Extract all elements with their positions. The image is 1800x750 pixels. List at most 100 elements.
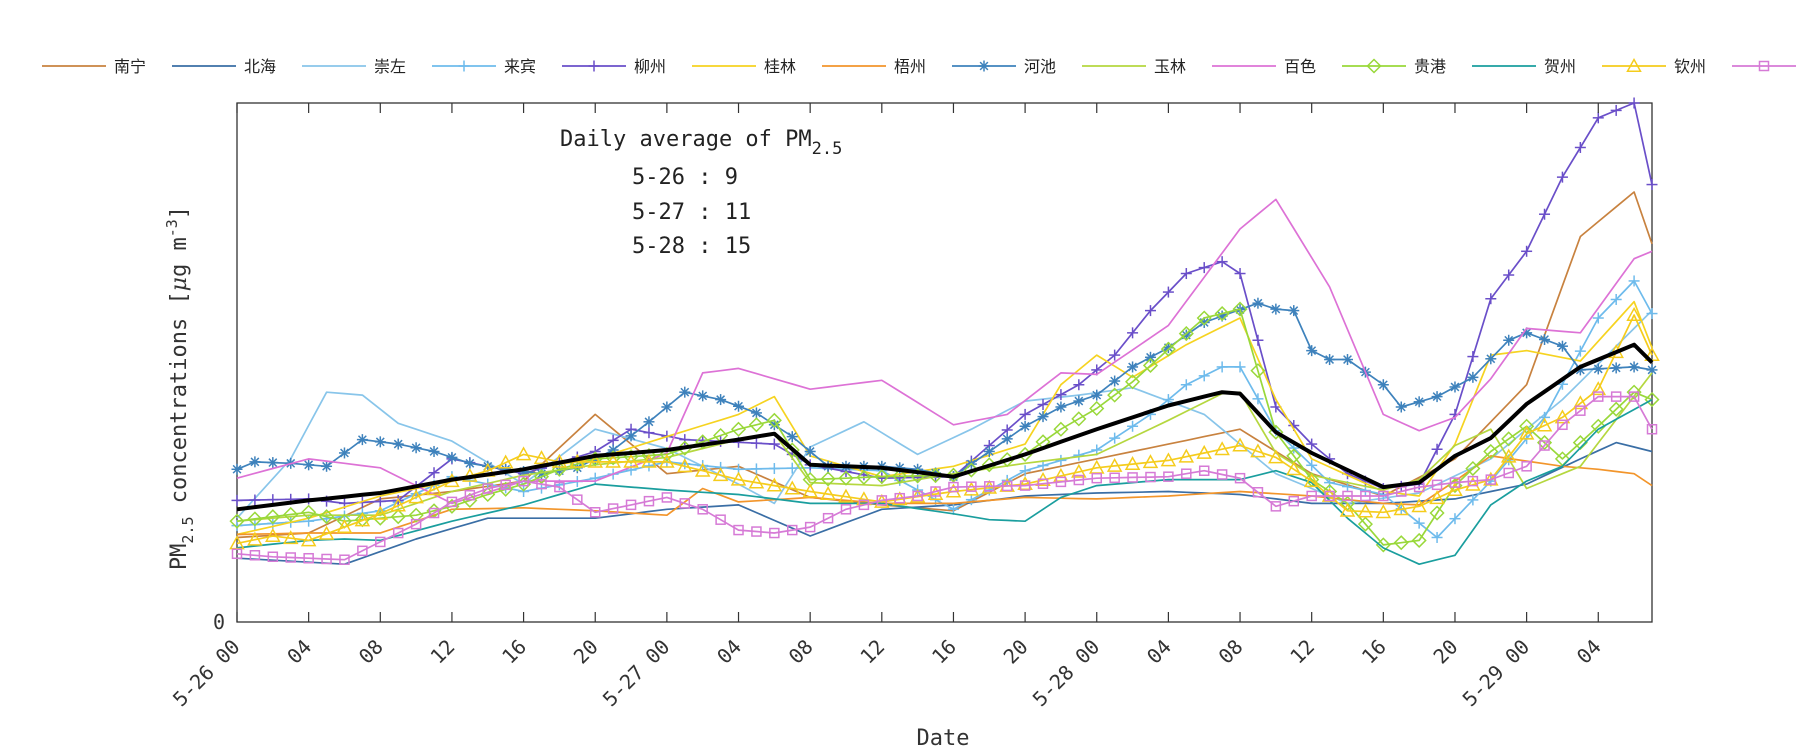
- x-tick-label: 04: [282, 635, 316, 669]
- data-point: [1181, 468, 1192, 479]
- data-point: [1431, 531, 1443, 543]
- data-point: [1250, 443, 1266, 458]
- data-point: [1162, 286, 1174, 298]
- data-point: [1145, 471, 1156, 483]
- data-point: [374, 436, 386, 448]
- data-point: [607, 434, 619, 446]
- legend-label: 南宁: [114, 57, 146, 76]
- legend-item: 玉林: [1082, 57, 1186, 76]
- data-point: [715, 394, 727, 406]
- series-贵港: [229, 301, 1660, 553]
- legend-item: 南宁: [42, 57, 146, 76]
- data-point: [1447, 481, 1463, 496]
- data-point: [1127, 327, 1139, 339]
- data-point: [1071, 463, 1087, 478]
- x-tick-label: 5-29 00: [1458, 635, 1535, 712]
- data-point: [1590, 418, 1606, 434]
- data-point: [1127, 472, 1138, 483]
- data-point: [963, 481, 980, 496]
- data-point: [1465, 460, 1481, 477]
- data-point: [267, 551, 279, 563]
- data-point: [1198, 465, 1210, 476]
- data-point: [1178, 448, 1195, 463]
- legend-label: 崇左: [374, 57, 406, 76]
- annotation-title: Daily average of PM2.5: [560, 127, 842, 159]
- data-point: [482, 483, 494, 494]
- x-tick-label: 5-28 00: [1028, 635, 1105, 712]
- data-point: [1196, 444, 1212, 459]
- series-防城港: [231, 391, 1658, 565]
- data-point: [1556, 171, 1568, 183]
- data-point: [1500, 448, 1517, 463]
- data-point: [1503, 467, 1514, 479]
- data-point: [1252, 334, 1264, 346]
- data-point: [231, 548, 243, 560]
- daily-average-annotation: Daily average of PM2.5 5-26 : 9 5-27 : 1…: [560, 127, 842, 259]
- data-point: [1160, 452, 1177, 467]
- data-point: [1357, 516, 1373, 532]
- legend-item: 来宾: [432, 57, 536, 76]
- data-point: [1160, 341, 1176, 357]
- data-point: [1127, 420, 1139, 432]
- series-average: [236, 342, 1654, 512]
- data-point: [1037, 478, 1049, 489]
- data-point: [1285, 461, 1302, 476]
- data-point: [874, 469, 890, 485]
- data-point: [231, 520, 243, 532]
- data-point: [1109, 472, 1120, 484]
- data-point: [1234, 268, 1246, 280]
- legend-item: 贵港: [1342, 57, 1446, 76]
- data-point: [408, 489, 424, 504]
- data-point: [1431, 391, 1443, 403]
- data-point: [1628, 275, 1640, 287]
- data-point: [321, 460, 333, 472]
- data-point: [930, 486, 941, 497]
- x-tick-label: 16: [1357, 635, 1391, 669]
- legend-label: 贵港: [1414, 57, 1446, 76]
- data-point: [712, 467, 729, 482]
- legend-label: 百色: [1284, 57, 1316, 76]
- plot-border: [236, 102, 1653, 623]
- x-tick-label: 12: [855, 635, 889, 669]
- data-point: [768, 438, 780, 450]
- data-point: [1467, 351, 1479, 363]
- data-point: [1180, 268, 1192, 280]
- data-point: [500, 479, 511, 491]
- data-point: [1019, 420, 1031, 432]
- data-point: [518, 475, 529, 487]
- data-point: [1431, 479, 1443, 491]
- data-point: [1503, 334, 1515, 346]
- x-tick-label: 08: [354, 635, 388, 669]
- data-point: [748, 474, 765, 489]
- data-point: [1322, 483, 1338, 500]
- data-point: [1019, 408, 1031, 420]
- data-point: [356, 434, 368, 446]
- data-point: [1091, 389, 1103, 401]
- data-point: [820, 471, 836, 487]
- data-point: [1377, 379, 1389, 391]
- data-point: [247, 531, 263, 546]
- data-point: [625, 499, 637, 511]
- data-point: [1644, 392, 1660, 408]
- data-point: [1106, 457, 1123, 472]
- data-point: [318, 509, 335, 525]
- data-point: [766, 412, 782, 428]
- data-point: [786, 462, 798, 474]
- data-point: [697, 504, 708, 515]
- data-point: [1375, 504, 1392, 519]
- data-point: [1518, 425, 1535, 440]
- x-tick-label: 08: [1214, 635, 1248, 669]
- x-tick-label: 16: [497, 635, 531, 669]
- data-point: [1162, 394, 1174, 406]
- data-point: [229, 513, 245, 529]
- data-point: [231, 463, 243, 475]
- data-point: [892, 468, 908, 484]
- data-point: [536, 478, 547, 490]
- data-point: [1357, 503, 1374, 518]
- series-line: [236, 302, 1653, 478]
- data-point: [390, 497, 406, 512]
- data-point: [1125, 374, 1141, 390]
- plot-area: [236, 102, 1653, 623]
- data-point: [983, 445, 995, 457]
- data-point: [374, 495, 386, 507]
